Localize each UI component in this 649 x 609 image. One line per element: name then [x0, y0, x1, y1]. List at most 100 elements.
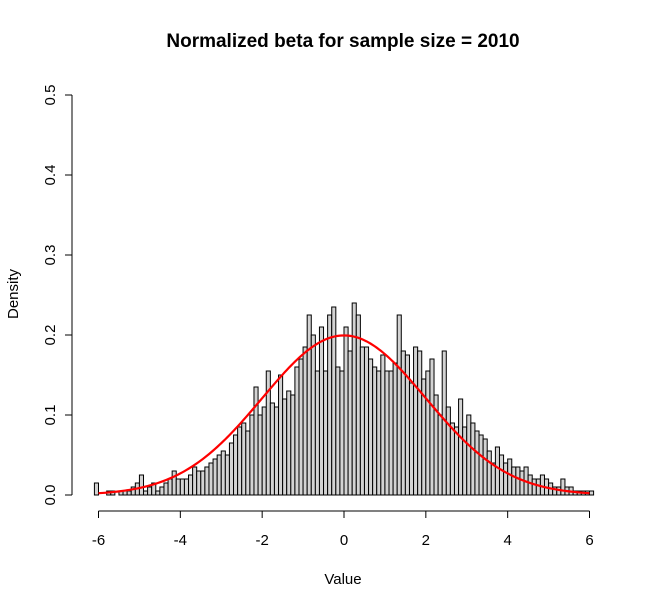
- histogram-bar: [560, 478, 566, 496]
- histogram-bar: [302, 346, 308, 496]
- histogram-bar: [212, 458, 218, 496]
- density-curve-group: [98, 334, 590, 495]
- histogram-bars: [93, 302, 595, 496]
- histogram-bar: [429, 358, 435, 496]
- histogram-bar: [462, 426, 468, 496]
- y-tick-label: 0.3: [42, 245, 59, 266]
- y-tick-label: 0.2: [42, 325, 59, 346]
- x-tick-label: 0: [340, 532, 348, 549]
- histogram-bar: [233, 434, 239, 496]
- x-tick-label: 6: [585, 532, 593, 549]
- histogram-bar: [478, 434, 484, 496]
- histogram-bar: [474, 430, 480, 496]
- histogram-bar: [151, 482, 157, 496]
- histogram-bar: [441, 350, 447, 496]
- histogram-bar: [355, 314, 361, 496]
- histogram-bar: [351, 302, 357, 496]
- y-axis-label: Density: [5, 268, 22, 319]
- histogram-bar: [339, 370, 345, 496]
- histogram-bar: [343, 326, 349, 496]
- histogram-bar: [216, 454, 222, 496]
- histogram-bar: [527, 474, 533, 496]
- histogram-bar: [519, 470, 525, 496]
- histogram-bar: [486, 450, 492, 496]
- y-axis: 0.0 0.1 0.2 0.3 0.4 0.5: [42, 85, 73, 505]
- histogram-bar: [138, 474, 145, 496]
- histogram-bar: [208, 462, 214, 496]
- histogram-bar: [323, 370, 329, 496]
- x-tick-label: 4: [503, 532, 511, 549]
- histogram-bar: [192, 466, 198, 496]
- histogram-bar: [241, 422, 247, 496]
- histogram-bar: [515, 466, 521, 496]
- histogram-bar: [331, 306, 337, 496]
- histogram-bar: [188, 474, 194, 496]
- histogram-bar: [396, 314, 402, 496]
- histogram-bar: [531, 478, 537, 496]
- histogram-bar: [376, 370, 382, 496]
- histogram-bar: [437, 414, 443, 496]
- histogram-bar: [245, 430, 251, 496]
- histogram-bar: [93, 482, 100, 496]
- histogram-bar: [290, 394, 296, 496]
- histogram-bar: [314, 370, 320, 496]
- histogram-bar: [490, 462, 496, 496]
- histogram-bar: [413, 346, 419, 496]
- histogram-bar: [494, 446, 500, 496]
- histogram-bar: [359, 346, 365, 496]
- histogram-bar: [318, 326, 325, 496]
- histogram-bar: [470, 422, 476, 496]
- histogram-bar: [511, 466, 517, 496]
- histogram-bar: [175, 478, 181, 496]
- histogram-bar: [228, 442, 235, 496]
- histogram-bar: [143, 490, 149, 496]
- histogram-bar: [498, 454, 505, 496]
- histogram-bar: [224, 454, 230, 496]
- histogram-bar: [294, 366, 300, 496]
- histogram-bar: [183, 478, 190, 496]
- histogram-bar: [196, 470, 202, 496]
- histogram-bar: [179, 478, 185, 496]
- histogram-bar: [310, 334, 316, 496]
- histogram-bar: [380, 354, 386, 496]
- histogram-bar: [503, 462, 509, 496]
- histogram-bar: [163, 482, 169, 496]
- x-tick-label: -6: [92, 532, 105, 549]
- histogram-bar: [237, 426, 243, 496]
- histogram-bar: [200, 470, 206, 496]
- histogram-bar: [261, 406, 267, 496]
- histogram-bar: [273, 406, 280, 496]
- histogram-bar: [167, 478, 173, 496]
- histogram-bar: [159, 486, 165, 496]
- x-tick-label: -2: [255, 532, 268, 549]
- y-tick-label: 0.4: [42, 165, 59, 186]
- histogram-bar: [278, 374, 284, 496]
- histogram-bar: [335, 366, 341, 496]
- histogram-bar: [458, 398, 464, 496]
- histogram-bar: [306, 314, 312, 496]
- histogram-bar: [126, 490, 132, 496]
- histogram-bar: [589, 490, 595, 496]
- x-tick-label: -4: [174, 532, 187, 549]
- y-tick-label: 0.1: [42, 405, 59, 426]
- histogram-bar: [363, 346, 370, 496]
- histogram-bar: [372, 366, 378, 496]
- x-axis: -6 -4 -2 0 2 4 6: [92, 510, 594, 549]
- histogram-bar: [155, 490, 161, 496]
- histogram-bar: [347, 350, 353, 496]
- histogram-bar: [466, 414, 472, 496]
- histogram-bar: [220, 450, 226, 496]
- histogram-bar: [417, 350, 423, 496]
- histogram-bar: [257, 414, 263, 496]
- histogram-bar: [408, 382, 415, 496]
- histogram-bar: [425, 370, 431, 496]
- histogram-bar: [449, 422, 455, 496]
- histogram-bar: [286, 390, 292, 496]
- histogram-bar: [327, 314, 333, 496]
- histogram-bar: [384, 370, 390, 496]
- histogram-bar: [445, 406, 451, 496]
- histogram-bar: [204, 466, 210, 496]
- histogram-bar: [249, 414, 255, 496]
- histogram-bar: [368, 358, 374, 496]
